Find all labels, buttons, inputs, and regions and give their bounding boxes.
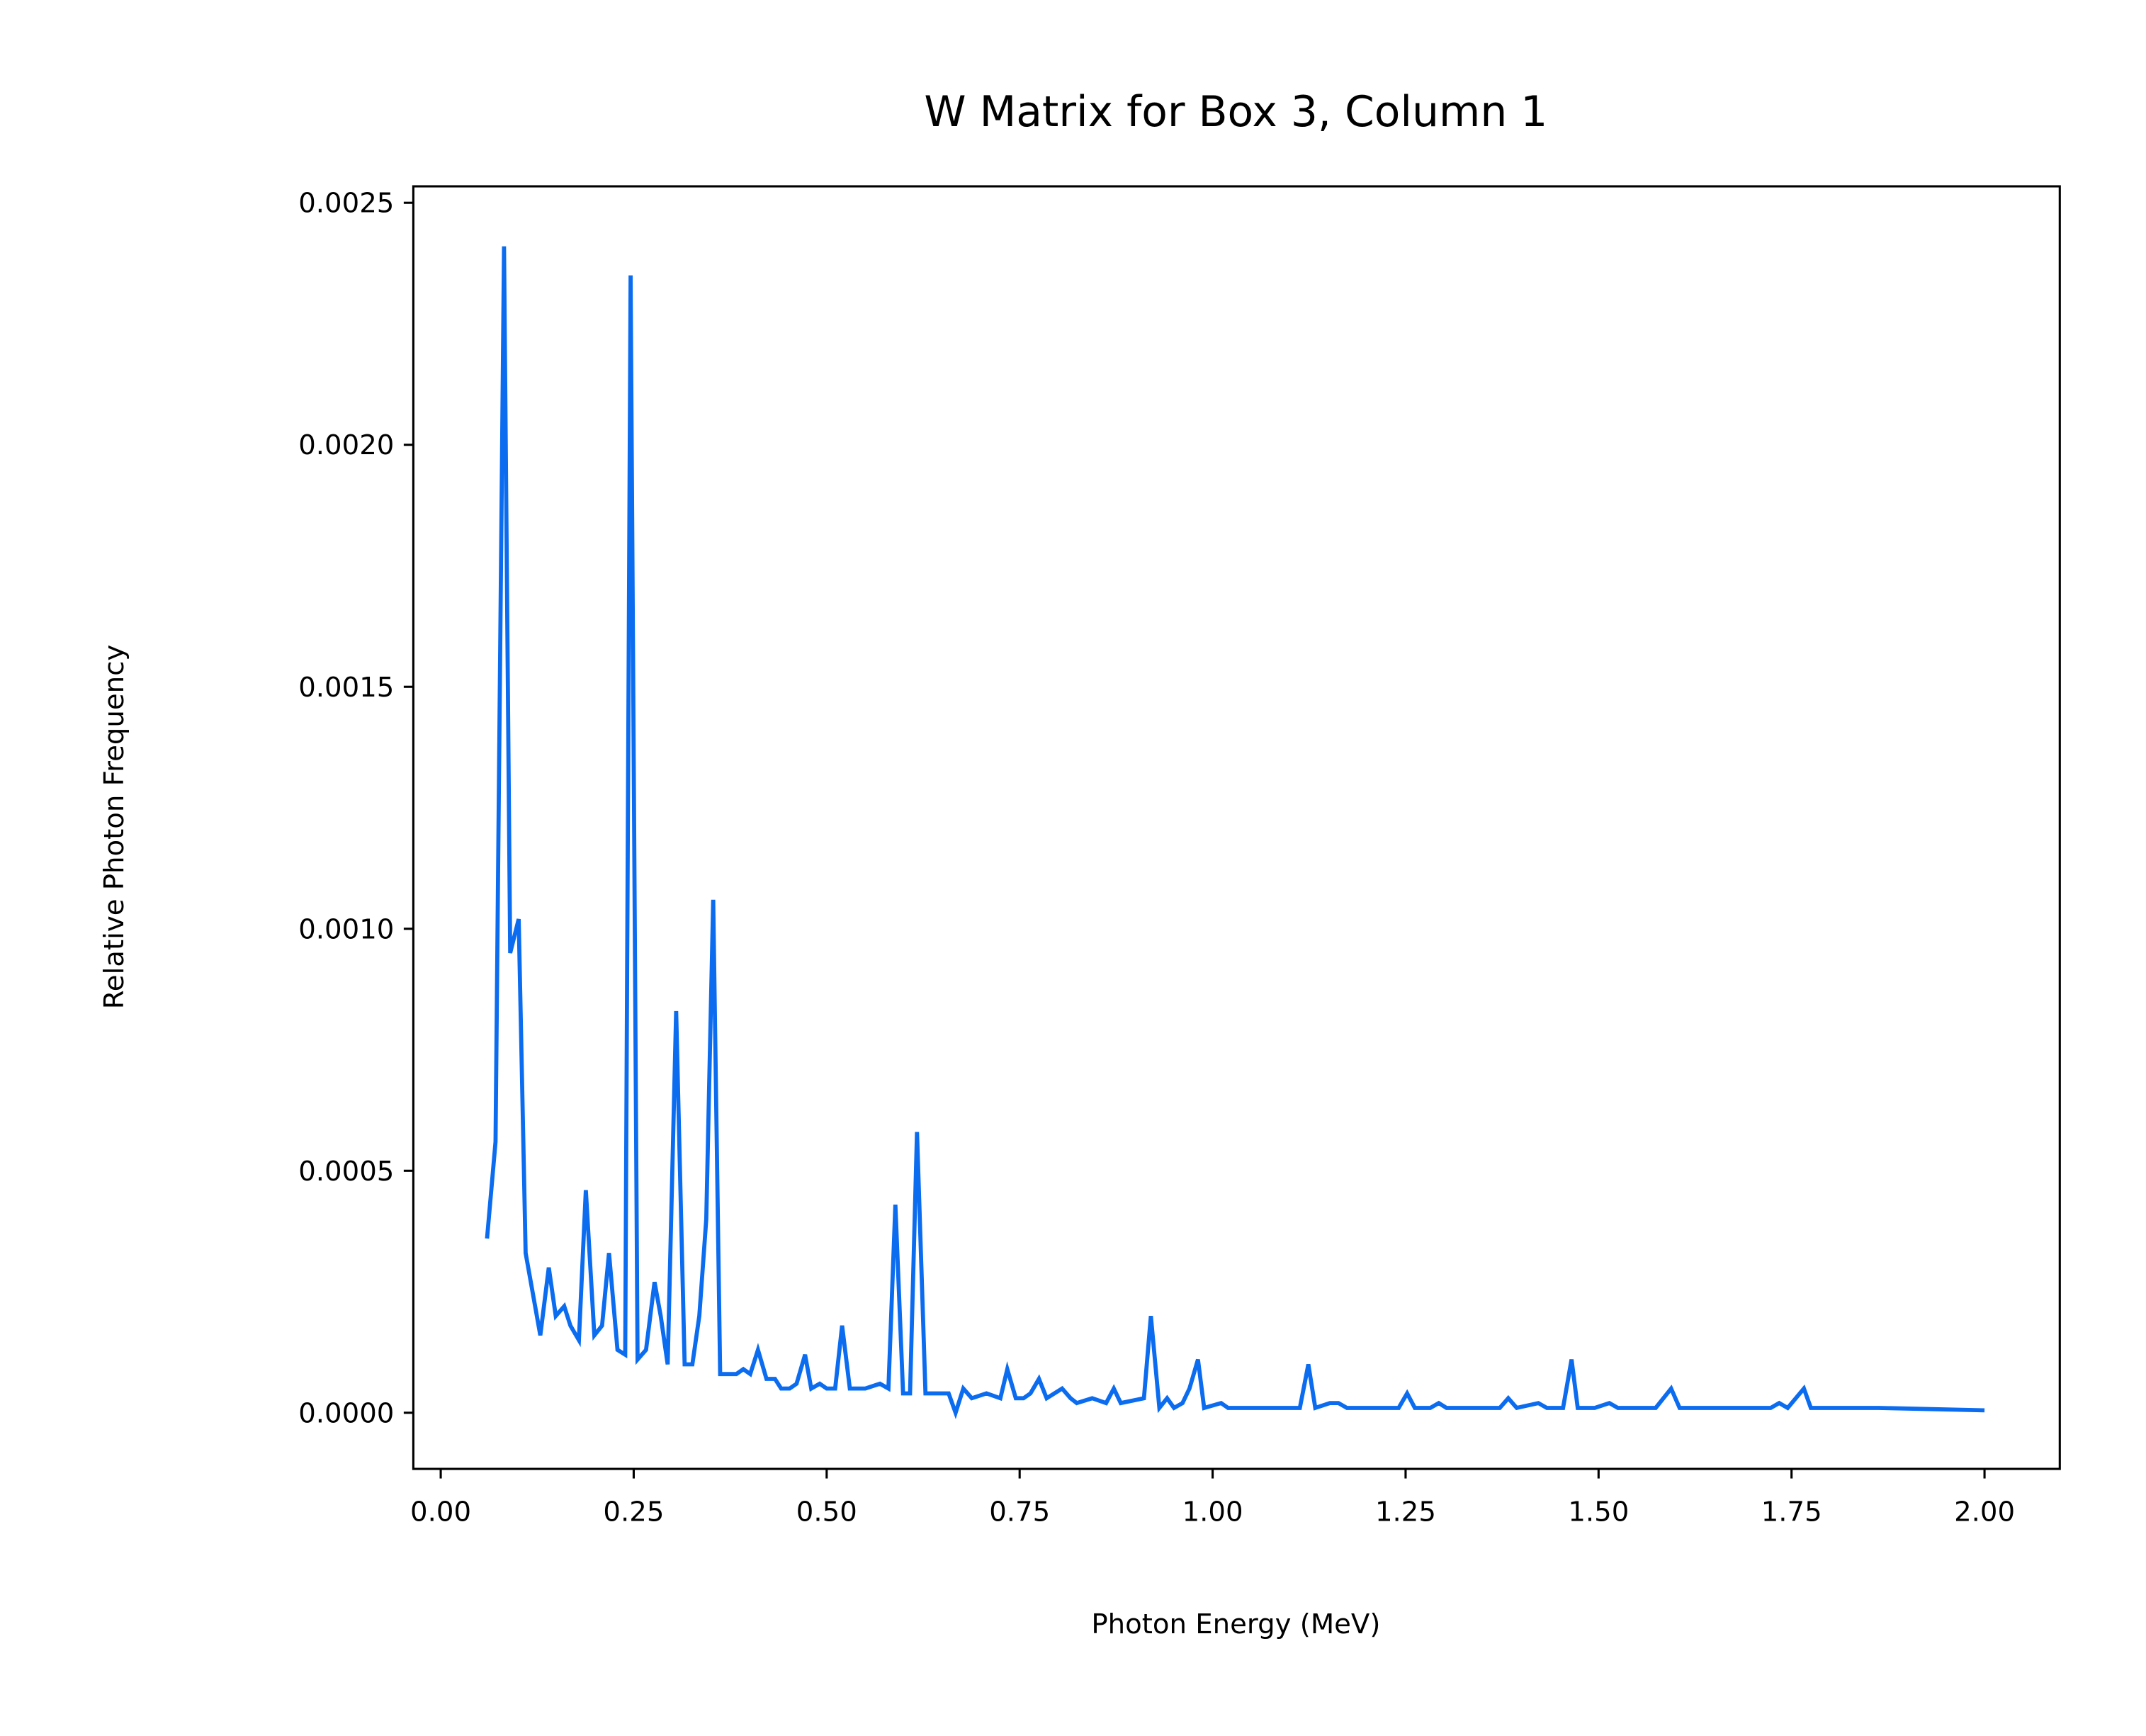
y-tick-label: 0.0025 — [298, 188, 394, 220]
y-tick-label: 0.0000 — [298, 1397, 394, 1429]
y-tick-label: 0.0005 — [298, 1156, 394, 1188]
y-axis-label: Relative Photon Frequency — [98, 645, 130, 1010]
data-line — [485, 246, 1985, 1419]
x-tick-label: 1.00 — [1182, 1496, 1243, 1528]
y-tick-label: 0.0020 — [298, 429, 394, 461]
x-tick-label: 1.75 — [1761, 1496, 1822, 1528]
x-tick-label: 0.00 — [410, 1496, 471, 1528]
chart-title: W Matrix for Box 3, Column 1 — [924, 87, 1547, 137]
plot-frame — [412, 185, 2061, 1470]
x-tick-label: 0.75 — [989, 1496, 1050, 1528]
x-tick-label: 0.25 — [603, 1496, 664, 1528]
x-tick-label: 1.50 — [1568, 1496, 1629, 1528]
x-tick-label: 0.50 — [796, 1496, 857, 1528]
x-axis-label: Photon Energy (MeV) — [1091, 1608, 1380, 1640]
x-tick-label: 2.00 — [1954, 1496, 2015, 1528]
y-tick-label: 0.0015 — [298, 672, 394, 704]
y-tick-label: 0.0010 — [298, 913, 394, 945]
x-tick-label: 1.25 — [1375, 1496, 1436, 1528]
